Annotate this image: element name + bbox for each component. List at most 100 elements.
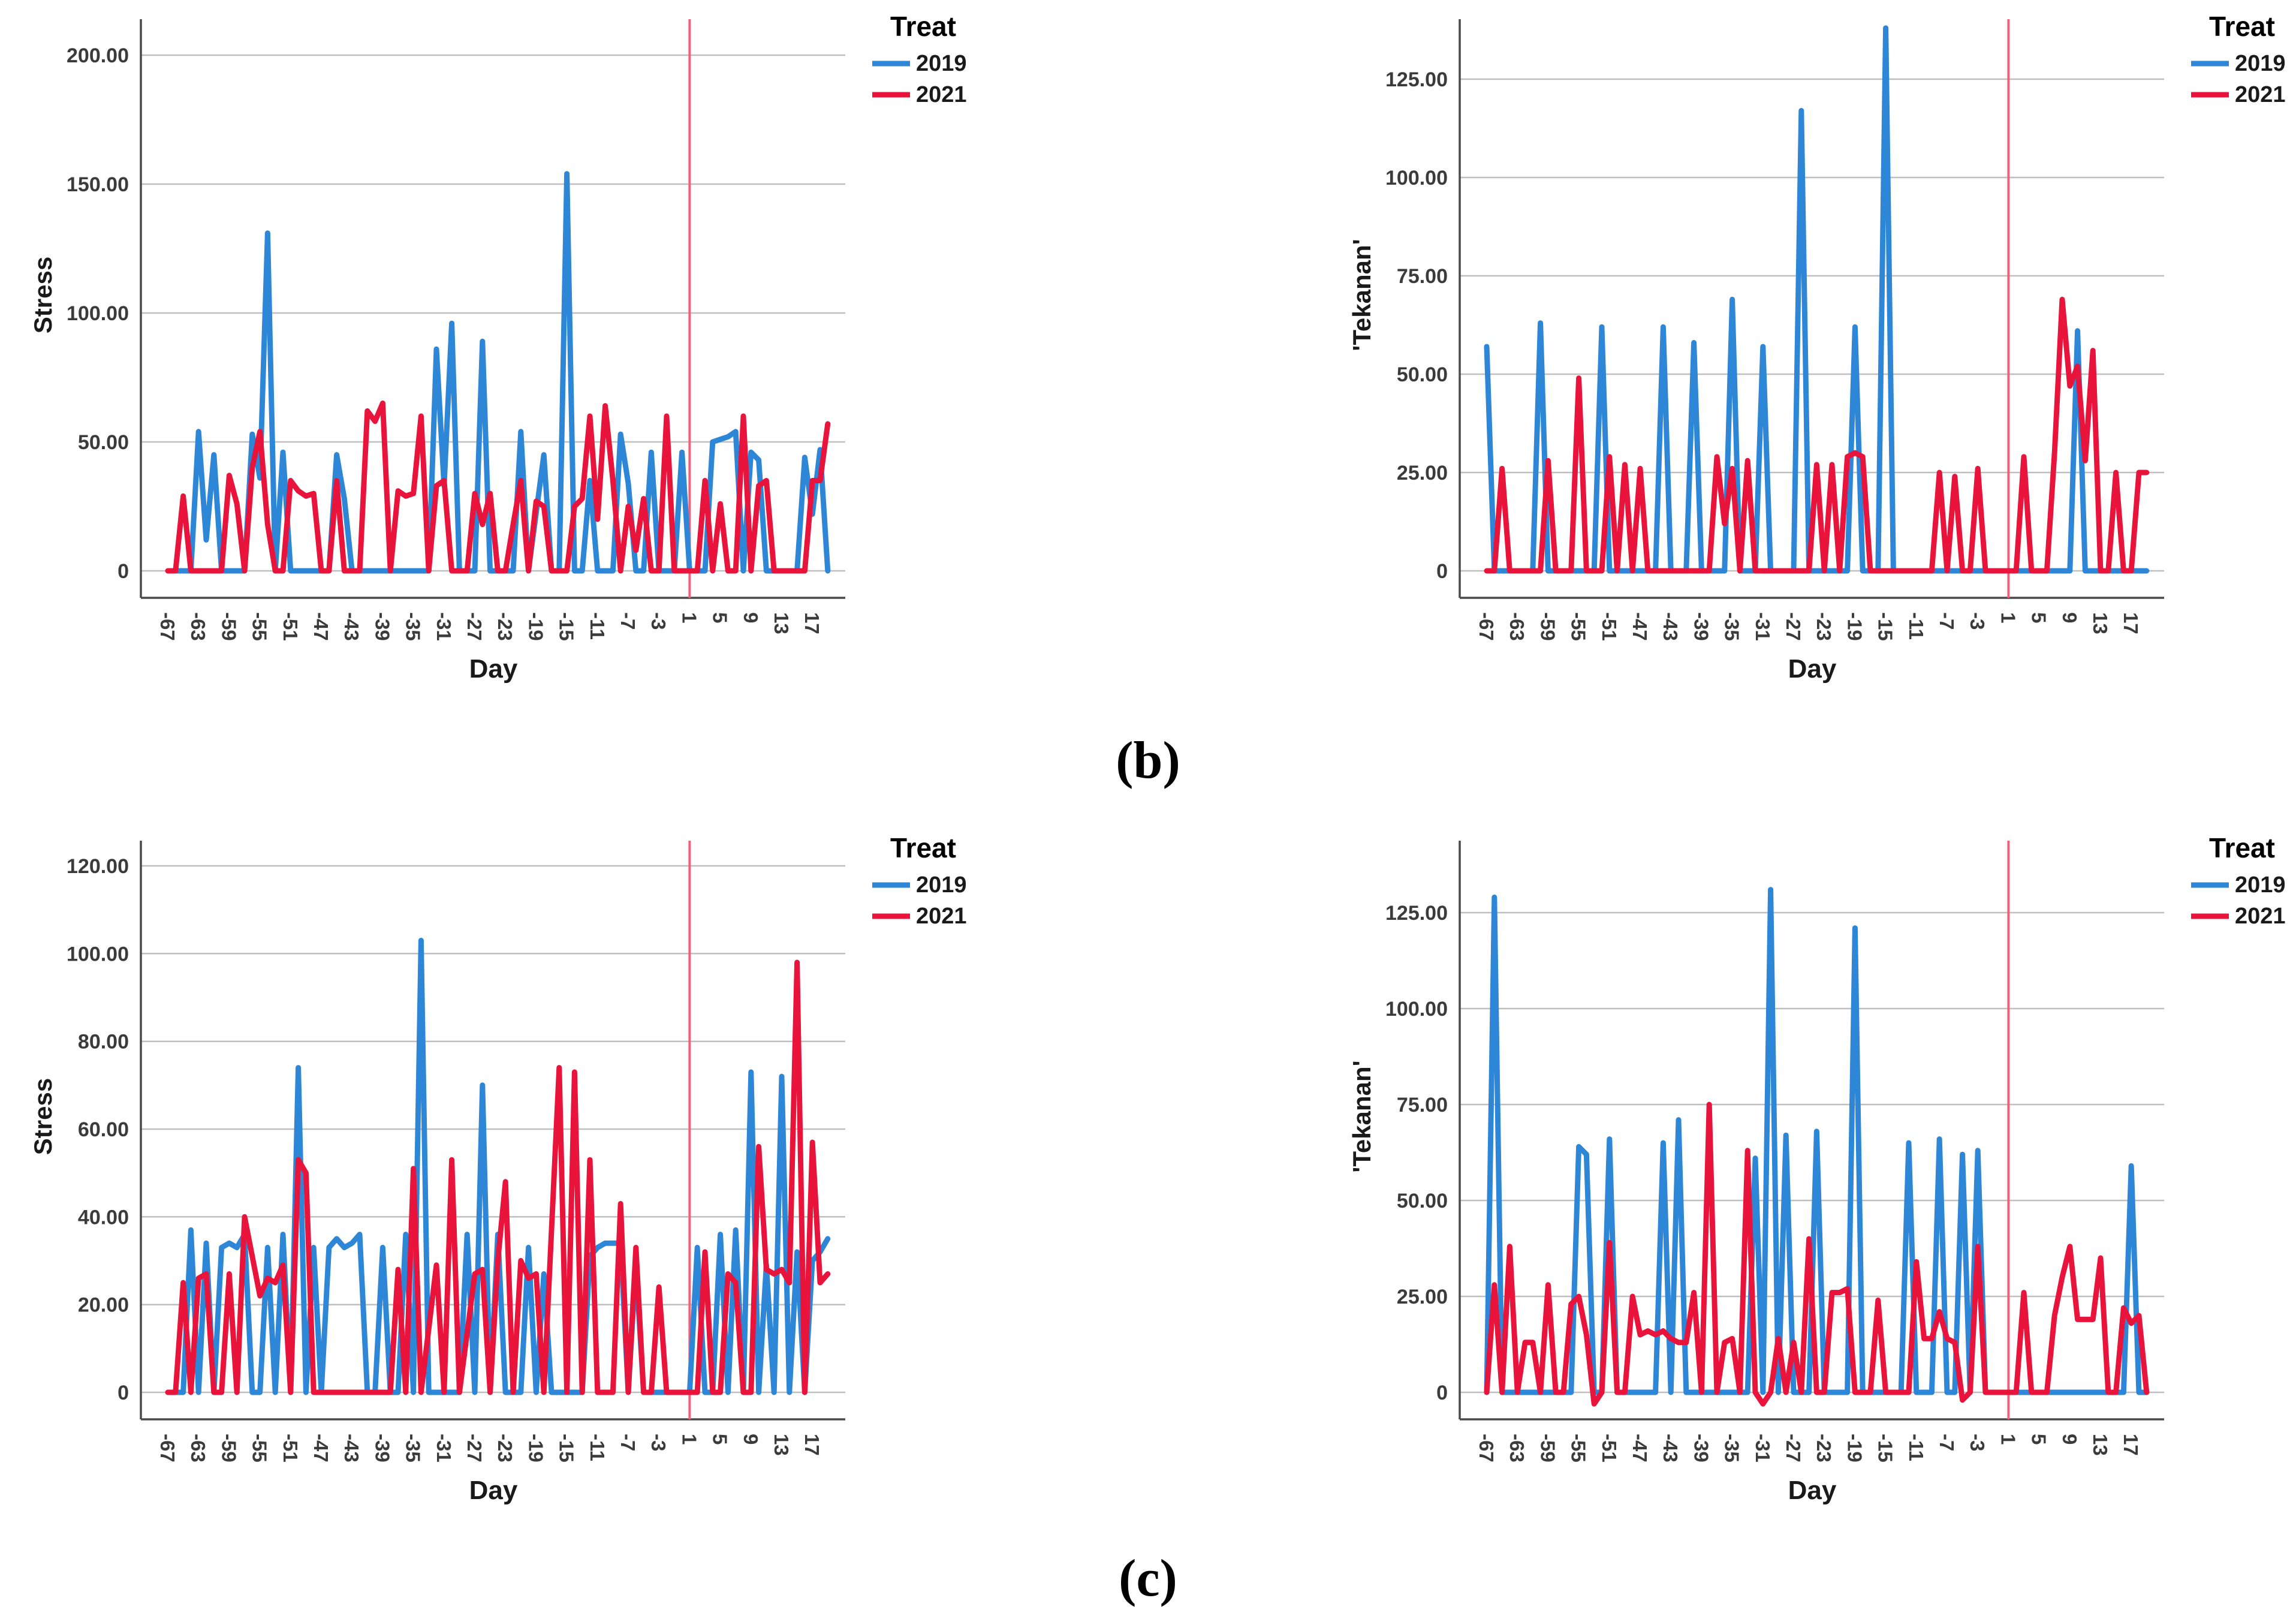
axis-frame	[1459, 19, 2164, 599]
y-tick-label: 0	[1436, 560, 1448, 583]
x-tick-label: -39	[371, 612, 393, 641]
y-tick-label: 100.00	[1385, 167, 1448, 189]
x-tick-label: -55	[249, 1434, 271, 1462]
x-tick-label: -23	[494, 612, 516, 641]
x-tick-label: -43	[1659, 612, 1682, 641]
y-tick-label: 60.00	[78, 1118, 129, 1141]
x-tick-label: 1	[678, 1434, 700, 1445]
chart-canvas-tekanan-panel-c: 0 25.00 50.00 75.00 100.00 125.00 -67 -63 -59 -55…	[1337, 823, 2296, 1530]
x-tick-label: -59	[218, 1434, 240, 1462]
y-tick-label: 50.00	[1397, 1190, 1448, 1212]
x-tick-label: 5	[709, 1434, 731, 1445]
legend-title: Treat	[890, 832, 956, 863]
x-tick-label: -31	[1752, 612, 1774, 641]
y-tick-label: 125.00	[1385, 902, 1448, 925]
x-tick-label: -15	[1875, 612, 1897, 641]
chart-background	[1337, 1, 2296, 709]
x-tick-label: -63	[187, 612, 209, 641]
x-tick-label: -23	[494, 1434, 516, 1462]
y-tick-label: 25.00	[1397, 462, 1448, 485]
series-line-2021	[1484, 296, 2150, 574]
chart-stress-panel-b: 0 50.00 100.00 150.00 200.00 -67 -63 -59 -55 -51-…	[18, 1, 1013, 709]
chart-background	[18, 1, 1013, 709]
y-tick-label: 125.00	[1385, 68, 1448, 91]
x-tick-label: -11	[586, 612, 608, 640]
x-tick-label: -43	[341, 1434, 363, 1462]
x-tick-label: -11	[1905, 612, 1927, 640]
x-tick-label: -47	[1629, 612, 1651, 641]
x-tick-label: -39	[1690, 1434, 1712, 1462]
x-tick-label: -3	[647, 612, 670, 630]
x-tick-label: -27	[1782, 612, 1804, 641]
caption-panel-b: (b)	[1116, 732, 1180, 790]
y-axis-title: Stress	[29, 257, 57, 333]
x-tick-label: -39	[1690, 612, 1712, 641]
x-tick-label: -67	[156, 1434, 179, 1462]
legend-label-2021: 2021	[916, 82, 967, 107]
x-axis-title: Day	[469, 1476, 518, 1505]
x-tick-label: -63	[187, 1434, 209, 1462]
y-axis-title: 'Tekanan'	[1348, 1060, 1376, 1172]
x-tick-label: 17	[2120, 1434, 2142, 1456]
x-tick-label: -19	[525, 612, 547, 641]
x-tick-label: 9	[740, 612, 762, 623]
x-tick-label: -19	[1843, 612, 1866, 641]
series-line-2021	[165, 401, 831, 574]
series-line-2021	[1484, 1102, 2150, 1407]
x-tick-label: -39	[371, 1434, 393, 1462]
legend-label-2021: 2021	[2235, 904, 2286, 929]
x-tick-label: -27	[1782, 1434, 1804, 1462]
x-tick-label: -3	[1966, 612, 1988, 630]
x-tick-label: -67	[1475, 1434, 1497, 1462]
y-axis-title: Stress	[29, 1078, 57, 1155]
x-tick-label: -35	[402, 1434, 424, 1462]
x-tick-label: -31	[1752, 1434, 1774, 1462]
chart-background	[18, 823, 1013, 1530]
x-tick-label: 9	[2059, 612, 2081, 623]
x-tick-label: 9	[2059, 1434, 2081, 1445]
x-tick-label: -59	[218, 612, 240, 641]
x-tick-label: -35	[402, 612, 424, 641]
x-tick-label: 1	[1997, 1434, 2019, 1445]
x-tick-label: -19	[525, 1434, 547, 1462]
legend-label-2021: 2021	[2235, 82, 2286, 107]
y-tick-label: 40.00	[78, 1206, 129, 1229]
x-tick-label: -55	[1568, 1434, 1590, 1462]
y-tick-label: 100.00	[67, 943, 129, 965]
x-tick-label: 17	[801, 612, 823, 634]
series-line-2019	[165, 937, 831, 1395]
x-tick-label: -63	[1506, 1434, 1528, 1462]
y-axis-title: 'Tekanan'	[1348, 239, 1376, 351]
x-tick-label: -51	[279, 1434, 302, 1462]
chart-stress-panel-c: 0 20.00 40.00 60.00 80.00 100.00 120.00 -67 -63-…	[18, 823, 1013, 1530]
x-tick-label: -7	[617, 1434, 639, 1451]
x-tick-label: 13	[770, 1434, 793, 1456]
y-tick-label: 0	[117, 560, 129, 583]
axis-frame	[140, 841, 845, 1421]
y-tick-label: 25.00	[1397, 1286, 1448, 1308]
chart-canvas-tekanan-panel-b: 0 25.00 50.00 75.00 100.00 125.00 -67 -63 -59 -55…	[1337, 1, 2296, 709]
x-tick-label: -15	[1875, 1434, 1897, 1462]
x-tick-label: -7	[1936, 1434, 1958, 1451]
x-tick-label: -47	[310, 1434, 332, 1462]
chart-tekanan-panel-b: 0 25.00 50.00 75.00 100.00 125.00 -67 -63 -59 -55…	[1337, 1, 2296, 709]
x-tick-label: -3	[1966, 1434, 1988, 1451]
x-tick-label: -15	[556, 612, 578, 641]
x-tick-label: 13	[770, 612, 793, 634]
y-tick-label: 100.00	[1385, 998, 1448, 1021]
x-tick-label: -7	[617, 612, 639, 630]
y-tick-label: 75.00	[1397, 265, 1448, 288]
x-tick-label: 5	[709, 612, 731, 623]
y-tick-label: 50.00	[1397, 363, 1448, 386]
x-tick-label: -47	[310, 612, 332, 641]
x-tick-label: -67	[156, 612, 179, 641]
axis-frame	[140, 19, 845, 599]
x-tick-label: -15	[556, 1434, 578, 1462]
legend-label-2021: 2021	[916, 904, 967, 929]
x-tick-label: -67	[1475, 612, 1497, 641]
y-tick-label: 120.00	[67, 855, 129, 878]
x-tick-label: -23	[1813, 612, 1835, 641]
x-axis-title: Day	[1788, 654, 1837, 684]
